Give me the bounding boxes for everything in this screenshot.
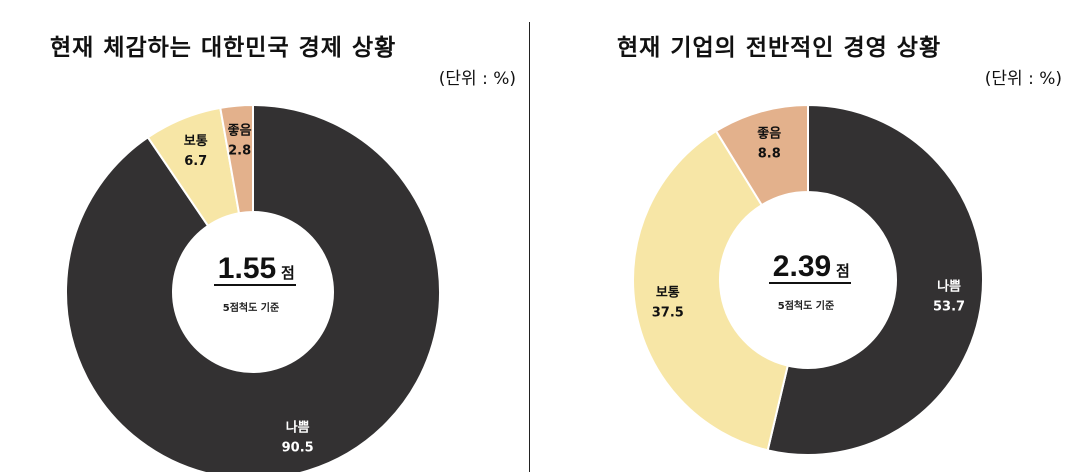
slice-value-good: 2.8 — [228, 144, 251, 159]
center-note: 5점척도 기준 — [223, 301, 279, 314]
chart-title: 현재 체감하는 대한민국 경제 상황 — [50, 35, 397, 61]
center-score: 1.55 — [218, 252, 276, 285]
chart-title: 현재 기업의 전반적인 경영 상황 — [617, 35, 942, 61]
slice-labels: 나쁨 53.7 보통 37.5 좋음 8.8 — [652, 125, 965, 320]
unit-label: (단위 : %) — [438, 69, 516, 89]
donut-chart-business: 나쁨 53.7 보통 37.5 좋음 8.8 2.39 점 5점척도 기준 — [632, 103, 984, 456]
center-score: 2.39 — [773, 250, 831, 283]
donut-hole — [173, 212, 333, 372]
slice-label-good: 좋음 — [228, 123, 252, 139]
slice-label-normal: 보통 — [184, 134, 208, 149]
slice-value-normal: 37.5 — [652, 306, 684, 321]
center-note: 5점척도 기준 — [778, 299, 834, 312]
chart-panel-business: 현재 기업의 전반적인 경영 상황 (단위 : %) 나쁨 53.7 보통 37.5 좋… — [531, 0, 1074, 472]
slice-labels: 나쁨 90.5 보통 6.7 좋음 2.8 — [184, 123, 314, 456]
slice-value-normal: 6.7 — [184, 154, 207, 169]
center-score-unit: 점 — [281, 264, 295, 282]
slice-label-good: 좋음 — [757, 125, 781, 141]
slice-label-bad: 나쁨 — [937, 278, 961, 294]
slice-value-bad: 90.5 — [282, 440, 314, 455]
slice-value-good: 8.8 — [758, 146, 781, 161]
slice-bad — [65, 103, 441, 472]
slice-label-bad: 나쁨 — [286, 419, 310, 435]
panel-divider — [529, 22, 530, 472]
unit-label: (단위 : %) — [984, 69, 1062, 89]
center-score-unit: 점 — [836, 262, 850, 280]
chart-panel-economy: 현재 체감하는 대한민국 경제 상황 (단위 : %) 나쁨 90.5 보통 6.7 좋… — [0, 0, 530, 472]
donut-hole — [720, 192, 896, 368]
donut-slices — [632, 103, 984, 456]
slice-value-bad: 53.7 — [933, 299, 965, 314]
slice-label-normal: 보통 — [656, 286, 680, 301]
donut-chart-economy: 나쁨 90.5 보통 6.7 좋음 2.8 1.55 점 5점척도 기준 — [65, 103, 441, 472]
